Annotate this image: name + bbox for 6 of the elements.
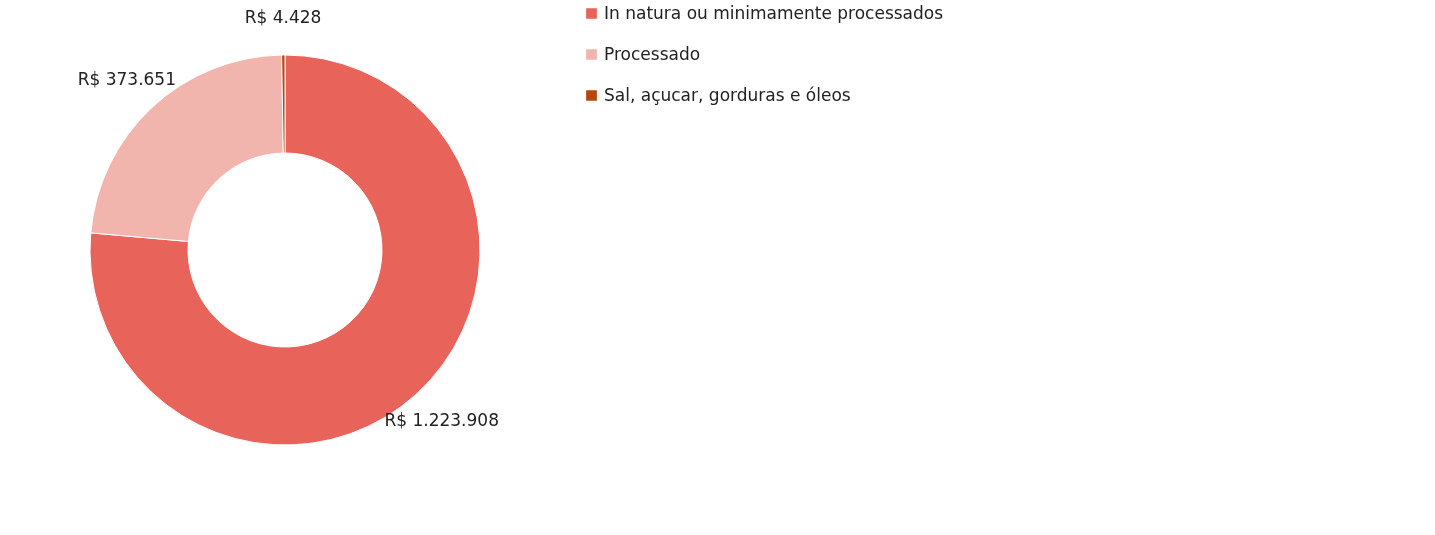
data-label: R$ 1.223.908 (384, 410, 499, 431)
data-label: R$ 373.651 (77, 69, 177, 90)
legend-label: Processado (604, 43, 701, 64)
data-label: R$ 4.428 (244, 7, 322, 28)
legend-label: In natura ou minimamente processados (604, 2, 944, 23)
legend-label: Sal, açucar, gorduras e óleos (604, 84, 851, 105)
